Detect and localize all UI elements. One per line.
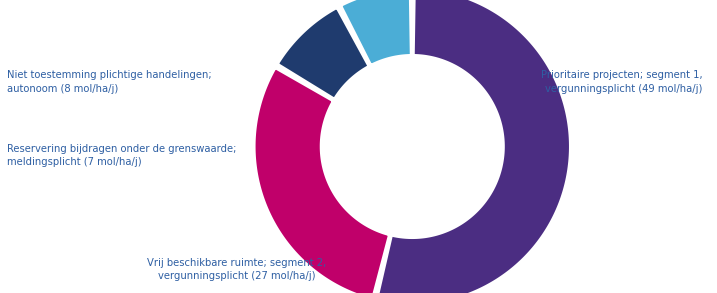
Text: Vrij beschikbare ruimte; segment 2,
vergunningsplicht (27 mol/ha/j): Vrij beschikbare ruimte; segment 2, verg… xyxy=(147,258,326,281)
Text: Reservering bijdragen onder de grenswaarde;
meldingsplicht (7 mol/ha/j): Reservering bijdragen onder de grenswaar… xyxy=(7,144,237,167)
Polygon shape xyxy=(377,0,570,293)
Text: Prioritaire projecten; segment 1,
vergunningsplicht (49 mol/ha/j): Prioritaire projecten; segment 1, vergun… xyxy=(541,70,703,94)
Polygon shape xyxy=(255,68,389,293)
Polygon shape xyxy=(278,8,369,99)
Polygon shape xyxy=(341,0,411,65)
Text: Niet toestemming plichtige handelingen;
autonoom (8 mol/ha/j): Niet toestemming plichtige handelingen; … xyxy=(7,70,212,94)
